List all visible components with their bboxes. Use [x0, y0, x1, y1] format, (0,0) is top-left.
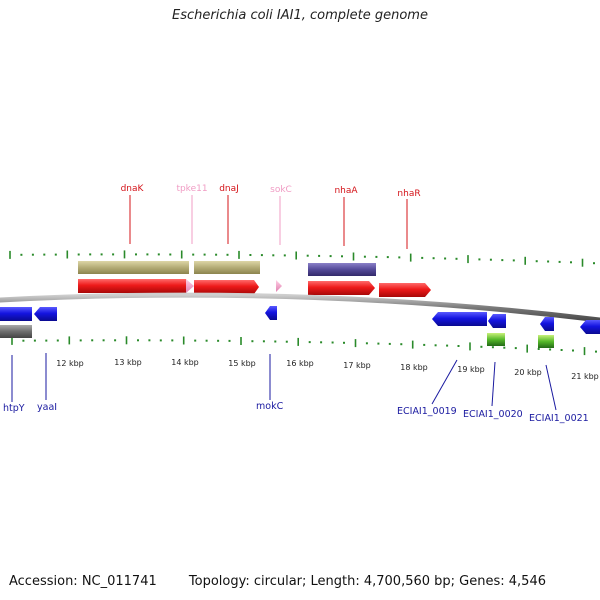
gene-end-arrow[interactable] — [580, 320, 600, 334]
label-dnaJ[interactable]: dnaJ — [219, 184, 239, 194]
accession-text: Accession: NC_011741 — [9, 574, 157, 589]
kbp-label-18: 18 kbp — [400, 363, 428, 372]
bottom-label-lines — [11, 353, 557, 411]
gene-dnaK-arrow[interactable] — [78, 279, 190, 293]
top-tick-row — [9, 250, 595, 267]
gene-nhaA-arrow[interactable] — [308, 281, 375, 295]
gene-yaaI-arrow[interactable] — [34, 307, 57, 321]
genome-backbone — [0, 292, 600, 323]
map-title: Escherichia coli IAI1, complete genome — [172, 8, 428, 23]
kbp-label-14: 14 kbp — [171, 358, 199, 367]
label-sokC[interactable]: sokC — [270, 185, 292, 195]
feature-green-0021 — [538, 335, 554, 348]
gene-ECIAI1_0020-arrow[interactable] — [488, 314, 506, 328]
gene-sokC-arrow[interactable] — [276, 280, 282, 292]
kbp-label-16: 16 kbp — [286, 359, 314, 368]
feature-dnaK-bar — [78, 261, 189, 274]
kbp-label-13: 13 kbp — [114, 358, 142, 367]
feature-gray-bar — [0, 325, 32, 338]
kbp-scale: 12 kbp 13 kbp 14 kbp 15 kbp 16 kbp 17 kb… — [56, 358, 599, 381]
kbp-label-15: 15 kbp — [228, 359, 256, 368]
gene-htpY-arrow[interactable] — [0, 307, 32, 321]
label-ECIAI1_0021[interactable]: ECIAI1_0021 — [529, 413, 589, 424]
gene-ECIAI1_0021-arrow[interactable] — [540, 317, 554, 331]
gene-mokC-arrow[interactable] — [265, 306, 277, 320]
kbp-label-12: 12 kbp — [56, 359, 84, 368]
kbp-label-19: 19 kbp — [457, 365, 485, 374]
label-ECIAI1_0020[interactable]: ECIAI1_0020 — [463, 409, 523, 420]
gene-tpke11-arrow[interactable] — [186, 279, 194, 293]
label-tpke11[interactable]: tpke11 — [176, 184, 207, 194]
label-htpY[interactable]: htpY — [3, 403, 25, 414]
genome-stats-text: Topology: circular; Length: 4,700,560 bp… — [188, 574, 546, 589]
label-yaaI[interactable]: yaaI — [37, 402, 57, 413]
label-mokC[interactable]: mokC — [256, 401, 284, 412]
label-ECIAI1_0019[interactable]: ECIAI1_0019 — [397, 406, 457, 417]
kbp-label-21: 21 kbp — [571, 372, 599, 381]
top-label-lines — [129, 195, 408, 249]
label-dnaK[interactable]: dnaK — [121, 184, 145, 194]
feature-green-0020 — [487, 333, 505, 346]
kbp-label-17: 17 kbp — [343, 361, 371, 370]
gene-nhaR-arrow[interactable] — [379, 283, 431, 297]
kbp-label-20: 20 kbp — [514, 368, 542, 377]
bottom-tick-row — [11, 336, 597, 356]
label-nhaR[interactable]: nhaR — [397, 189, 420, 199]
feature-dnaJ-bar — [194, 261, 260, 274]
gene-dnaJ-arrow[interactable] — [194, 280, 259, 294]
feature-nhaA-bar — [308, 263, 376, 276]
gene-ECIAI1_0019-arrow[interactable] — [432, 312, 487, 326]
label-nhaA[interactable]: nhaA — [334, 186, 358, 196]
